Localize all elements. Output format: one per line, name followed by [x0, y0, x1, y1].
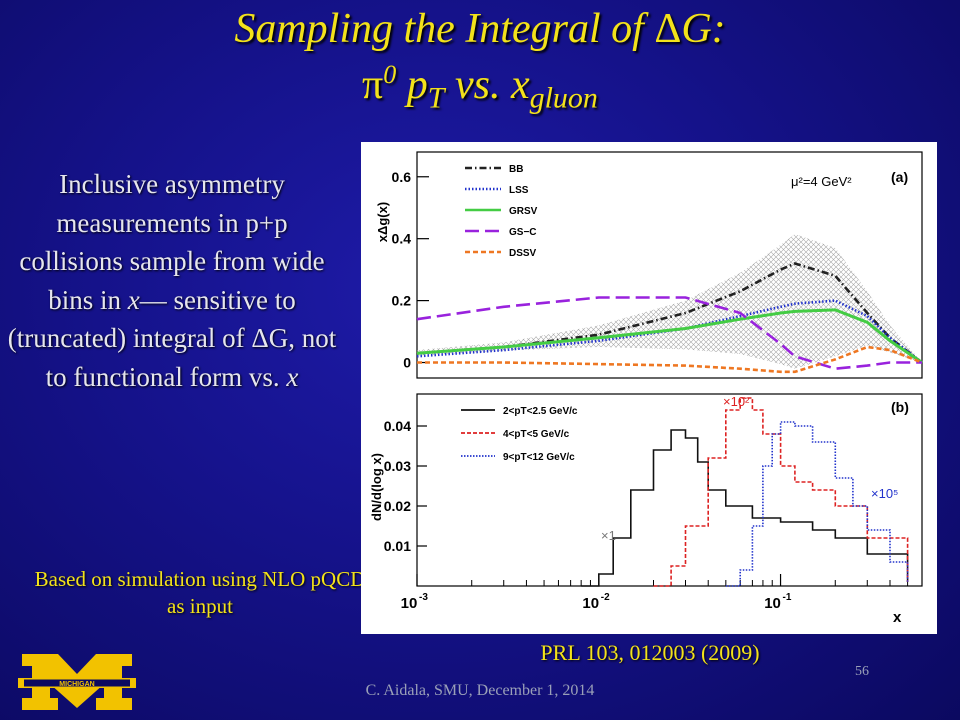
- block-m-logo-icon: MICHIGAN: [18, 654, 136, 710]
- panel-a-legend-label: GS−C: [509, 227, 537, 238]
- panel-b-xtick-exponent: -1: [783, 592, 792, 603]
- panel-a-legend-label: BB: [509, 164, 523, 175]
- panel-b-scale-label: ×10²: [723, 394, 750, 409]
- panel-b-xtick-label: 10: [401, 595, 418, 612]
- title-line-2: π0 pT vs. xgluon: [362, 60, 598, 115]
- panel-a-series-3: [416, 296, 922, 371]
- panel-a-series-2: [416, 308, 923, 364]
- panel-b-ytick-label: 0.04: [384, 418, 411, 434]
- page-number: 56: [855, 664, 869, 679]
- title-line-1: Sampling the Integral of ΔG:: [234, 6, 726, 52]
- panel-b-ytick-label: 0.01: [384, 538, 411, 554]
- panel-b-series-2: [725, 421, 909, 587]
- footer-text: C. Aidala, SMU, December 1, 2014: [365, 682, 595, 699]
- panel-a-ytick-label: 0.6: [392, 169, 412, 185]
- panel-b-xtick-exponent: -3: [419, 592, 428, 603]
- reference-citation: PRL 103, 012003 (2009): [540, 640, 760, 665]
- panel-a-legend-label: DSSV: [509, 248, 537, 259]
- panel-a-series-4: [417, 345, 923, 374]
- panel-a-ytick-label: 0.4: [392, 231, 412, 247]
- panel-a-series-1: [416, 299, 923, 364]
- panel-b-frame: [416, 393, 923, 587]
- panel-a-ylabel: xΔg(x): [375, 202, 390, 242]
- slide-title: Sampling the Integral of ΔG: π0 pT vs. x…: [0, 6, 960, 121]
- panel-a-plot: 0 0.2 0.4 0.6 BB LSS GRSV GS−C DSSV: [392, 164, 923, 374]
- panel-b-xtick-label: 10: [764, 595, 781, 612]
- panel-b-legend-label: 9<pT<12 GeV/c: [503, 452, 575, 463]
- body-text: Inclusive asymmetry measurements in p+p …: [7, 169, 337, 392]
- delta-symbol: Δ: [654, 6, 682, 52]
- panel-a-ytick-label: 0: [403, 355, 411, 371]
- panel-b-scale-label: ×1: [601, 528, 616, 543]
- panel-a-annotation: μ²=4 GeV²: [791, 174, 852, 189]
- panel-b-legend-label: 4<pT<5 GeV/c: [503, 429, 570, 440]
- panel-b-series-1: [653, 397, 909, 587]
- panel-b-scale-label: ×10⁵: [871, 486, 898, 501]
- panel-b-xtick-exponent: -2: [601, 592, 610, 603]
- panel-b-label: (b): [891, 399, 909, 415]
- panel-a-frame: [416, 151, 923, 379]
- panel-a-ytick-label: 0.2: [392, 293, 412, 309]
- panel-b-series-0: [581, 429, 909, 587]
- figure-panel: 0 0.2 0.4 0.6 BB LSS GRSV GS−C DSSV 0.01 0.02 0.03…: [361, 142, 937, 634]
- panel-b-xtick-label: 10: [582, 595, 599, 612]
- panel-a-legend-label: GRSV: [509, 206, 538, 217]
- panel-b-ytick-label: 0.02: [384, 498, 411, 514]
- logo-text: MICHIGAN: [59, 681, 94, 688]
- panel-b-ylabel: dN/d(log x): [369, 453, 384, 521]
- simulation-note: Based on simulation using NLO pQCD as in…: [34, 567, 366, 618]
- figure-svg: 0 0.2 0.4 0.6 BB LSS GRSV GS−C DSSV 0.01 0.02 0.03…: [369, 151, 923, 626]
- panel-a-label: (a): [891, 169, 908, 185]
- panel-b-ytick-label: 0.03: [384, 458, 411, 474]
- uncertainty-band: [417, 234, 922, 369]
- panel-a-series-0: [416, 262, 923, 364]
- panel-a-legend-label: LSS: [509, 185, 529, 196]
- panel-b-legend-label: 2<pT<2.5 GeV/c: [503, 406, 578, 417]
- panel-b-xlabel: x: [893, 609, 902, 626]
